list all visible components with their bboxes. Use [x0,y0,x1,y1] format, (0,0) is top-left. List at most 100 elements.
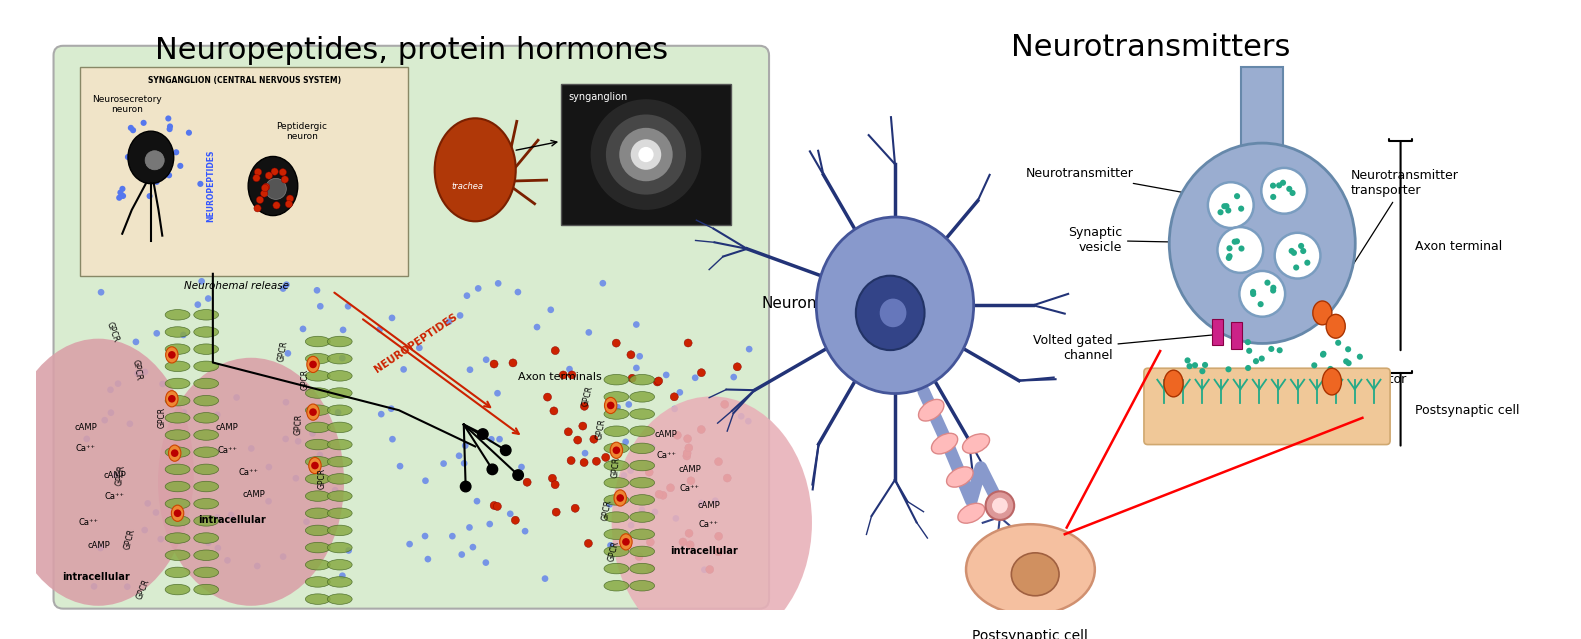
Circle shape [721,401,729,408]
Text: GPCR: GPCR [607,540,620,563]
Circle shape [168,395,175,403]
Ellipse shape [816,217,974,394]
Circle shape [490,502,498,509]
Ellipse shape [164,413,190,423]
Circle shape [283,436,289,442]
Circle shape [607,542,613,549]
FancyBboxPatch shape [54,46,768,608]
Circle shape [1252,358,1258,364]
Ellipse shape [327,405,353,415]
Circle shape [519,464,525,470]
Circle shape [639,147,653,162]
Circle shape [332,487,338,493]
Text: Axon terminals: Axon terminals [519,372,602,381]
Circle shape [683,449,691,458]
Circle shape [493,502,501,511]
Ellipse shape [305,491,330,502]
Circle shape [1246,365,1251,371]
Text: Ca⁺⁺: Ca⁺⁺ [656,450,677,459]
Ellipse shape [855,275,925,350]
Circle shape [686,541,694,549]
Circle shape [568,371,575,379]
Circle shape [697,500,705,506]
Circle shape [166,126,172,132]
Ellipse shape [305,405,330,415]
Ellipse shape [305,525,330,535]
Ellipse shape [604,392,629,402]
Circle shape [474,498,481,505]
Circle shape [523,478,531,486]
Circle shape [171,449,179,457]
Circle shape [495,280,501,287]
Text: synganglion: synganglion [569,91,628,102]
Ellipse shape [194,309,218,320]
Circle shape [120,186,125,192]
Ellipse shape [629,529,655,539]
Text: intracellular: intracellular [670,546,738,557]
Circle shape [1233,238,1240,244]
Text: Neuron: Neuron [760,296,817,311]
Circle shape [463,292,470,299]
Circle shape [512,470,523,481]
Ellipse shape [158,358,345,606]
Circle shape [1287,186,1292,192]
Circle shape [256,196,264,203]
Ellipse shape [194,464,218,475]
Ellipse shape [966,524,1094,615]
Circle shape [1270,183,1276,189]
Circle shape [466,366,473,373]
Circle shape [552,346,560,355]
Ellipse shape [629,477,655,488]
Text: cAMP: cAMP [678,465,702,474]
FancyBboxPatch shape [81,67,408,275]
Circle shape [590,435,598,443]
Ellipse shape [305,576,330,587]
Text: GPCR: GPCR [277,340,289,362]
Ellipse shape [305,353,330,364]
Ellipse shape [604,443,629,454]
Circle shape [126,420,133,427]
Ellipse shape [629,564,655,574]
Ellipse shape [194,344,218,355]
Ellipse shape [305,388,330,398]
Ellipse shape [164,430,190,440]
Circle shape [648,443,656,450]
Circle shape [261,185,269,192]
Circle shape [639,507,645,513]
Circle shape [620,128,672,181]
Ellipse shape [305,440,330,450]
Text: Ca⁺⁺: Ca⁺⁺ [680,484,700,493]
Circle shape [335,409,341,416]
Ellipse shape [612,396,813,639]
Circle shape [542,575,549,582]
Circle shape [120,193,126,199]
Ellipse shape [194,481,218,492]
Circle shape [1290,250,1296,256]
Circle shape [422,477,428,484]
Circle shape [248,445,255,452]
Circle shape [550,407,558,415]
Ellipse shape [305,560,330,570]
Circle shape [180,332,187,338]
Circle shape [685,444,692,452]
Circle shape [112,472,119,479]
Circle shape [1258,355,1265,362]
Circle shape [534,324,541,330]
Ellipse shape [327,371,353,381]
Circle shape [319,525,327,532]
Circle shape [1192,362,1198,368]
Circle shape [602,454,610,461]
Circle shape [144,500,152,507]
Ellipse shape [629,546,655,557]
FancyBboxPatch shape [1145,368,1390,445]
Circle shape [1268,346,1274,352]
Circle shape [153,509,160,516]
Ellipse shape [164,567,190,578]
Circle shape [1200,368,1205,374]
Circle shape [511,516,520,524]
Circle shape [647,538,655,546]
Circle shape [262,183,270,190]
Circle shape [566,366,572,373]
Ellipse shape [327,388,353,398]
Circle shape [549,474,557,482]
